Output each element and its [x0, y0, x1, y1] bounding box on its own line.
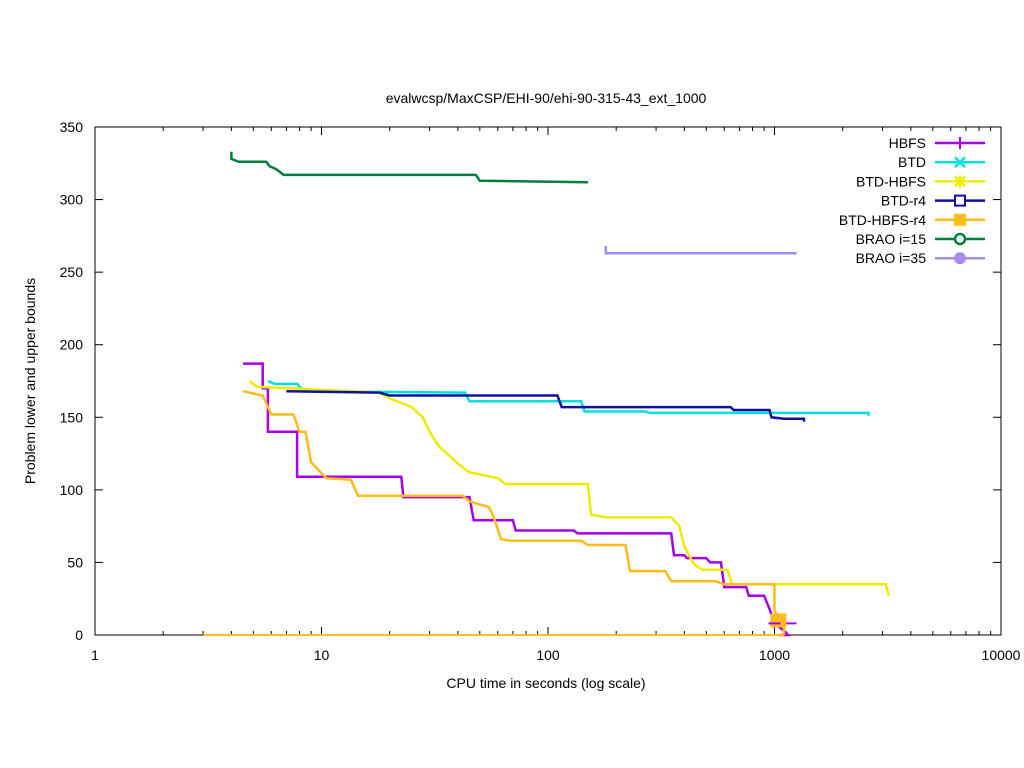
x-tick-label: 1000: [759, 647, 790, 663]
y-tick-label: 0: [75, 627, 83, 643]
series-line: [286, 389, 806, 422]
series-line: [242, 389, 786, 635]
x-tick-label: 10000: [982, 647, 1021, 663]
legend-label: BTD-HBFS-r4: [839, 212, 926, 228]
series-line: [248, 379, 891, 597]
legend-label: BRAO i=35: [856, 250, 927, 266]
legend-label: BRAO i=15: [856, 231, 927, 247]
legend-label: HBFS: [889, 135, 926, 151]
x-tick-label: 10: [314, 647, 330, 663]
legend-label: BTD-r4: [881, 193, 926, 209]
legend-marker: [954, 213, 966, 226]
series-line: [243, 362, 792, 637]
plot-frame: [94, 126, 1002, 636]
series-line: [267, 379, 870, 416]
series-line: [230, 151, 588, 184]
legend-marker: [954, 194, 966, 207]
y-tick-label: 300: [60, 192, 84, 208]
chart-title: evalwcsp/MaxCSP/EHI-90/ehi-90-315-43_ext…: [386, 90, 707, 106]
legend-marker: [954, 156, 966, 169]
y-tick-label: 50: [67, 554, 83, 570]
y-tick-label: 200: [60, 337, 84, 353]
series-line: [604, 246, 797, 255]
legend-marker: [953, 232, 967, 246]
y-tick-label: 350: [60, 119, 84, 135]
y-tick-label: 150: [60, 409, 84, 425]
series-layer: [203, 151, 891, 637]
y-tick-label: 100: [60, 482, 84, 498]
x-tick-label: 100: [536, 647, 560, 663]
x-axis-label: CPU time in seconds (log scale): [446, 675, 645, 691]
y-axis-label: Problem lower and upper bounds: [22, 278, 38, 484]
x-axis-ticks: 1 10 100 1000 10000: [91, 127, 1021, 663]
legend-marker: [954, 252, 966, 265]
legend: HBFS BTD BTD-HBFS BTD-r4 BTD-HBFS-r4 BRAO i=1…: [839, 135, 985, 266]
legend-label: BTD: [898, 154, 926, 170]
legend-label: BTD-HBFS: [856, 173, 926, 189]
series-end-marker: [770, 613, 787, 628]
x-tick-label: 1: [91, 647, 99, 663]
y-tick-label: 250: [60, 264, 84, 280]
y-axis-ticks: 0 50 100 150 200 250 300 350: [60, 119, 1001, 643]
